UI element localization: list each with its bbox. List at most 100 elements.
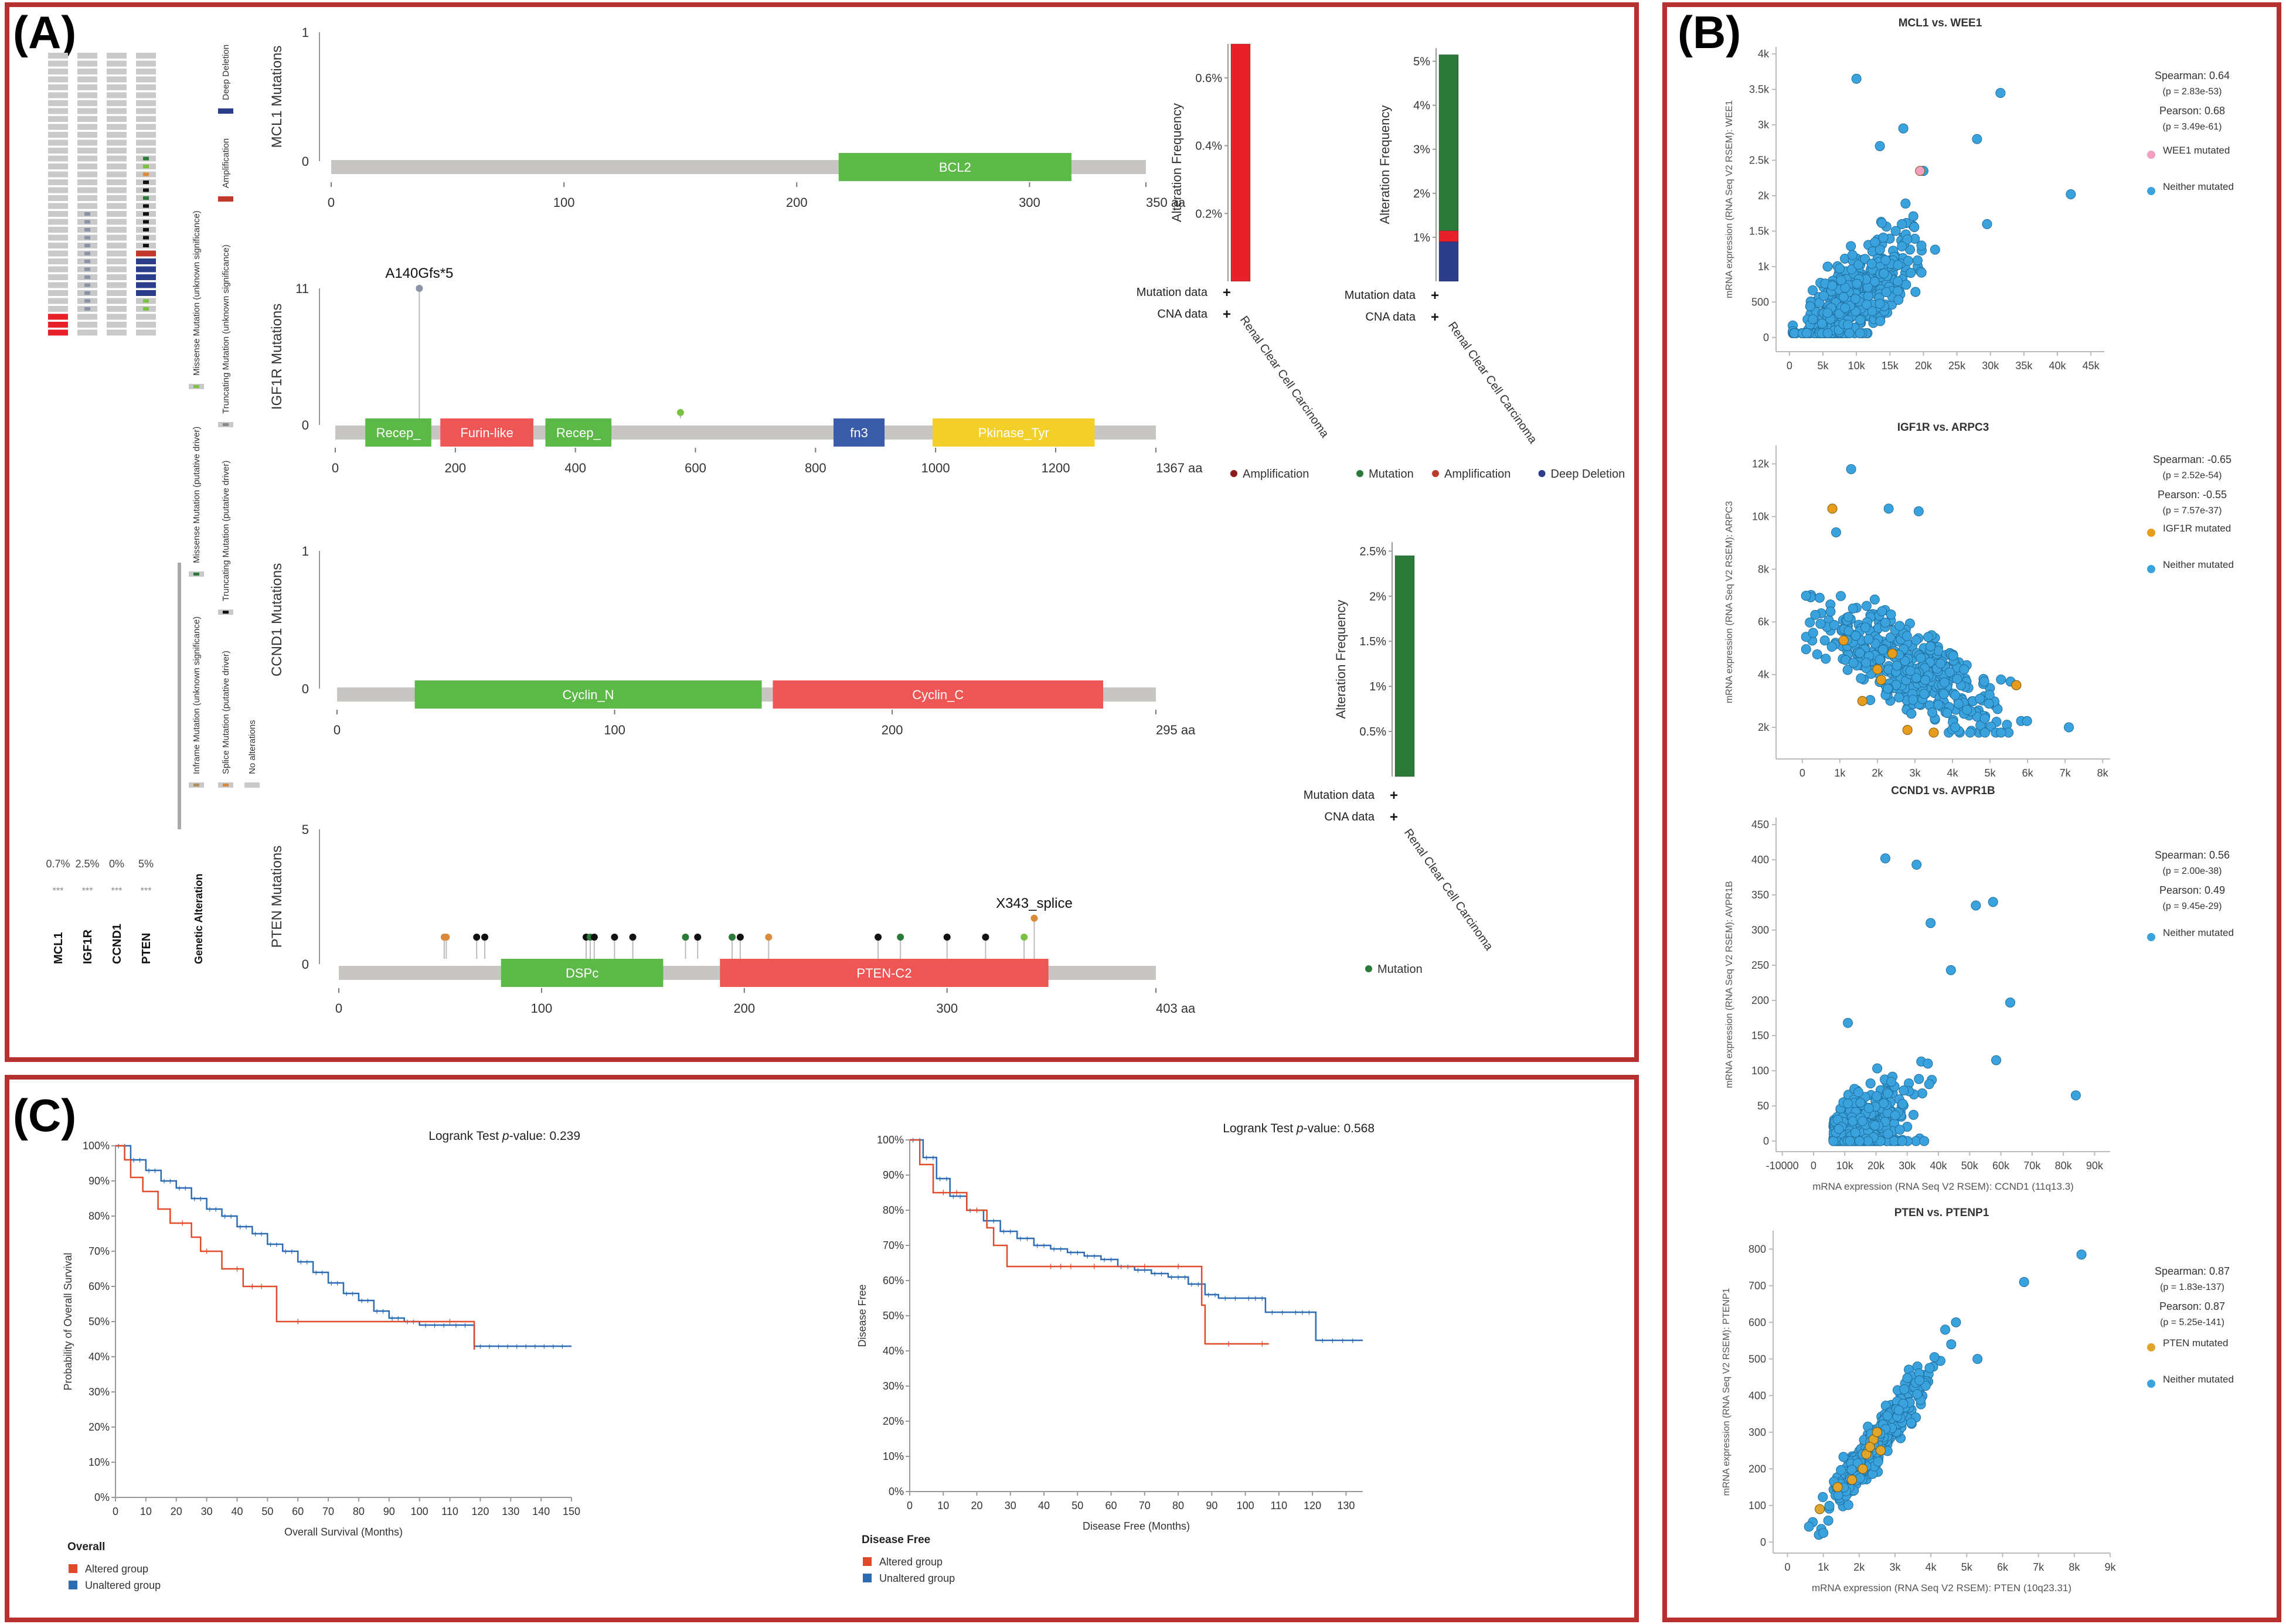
alteration-ytick-label: 0.6% [1195, 72, 1222, 85]
scatter-ytick-label: 1.5k [1749, 225, 1770, 237]
scatter-ytick-label: 8k [1758, 563, 1770, 575]
oncoprint-mutation-mark [143, 236, 149, 240]
km-censor-mark: + [274, 1240, 279, 1250]
scatter-xtick-label: 0 [1784, 1561, 1790, 1573]
oncoprint-cell [77, 108, 97, 114]
km-altered-curve [115, 1145, 475, 1350]
protein-domain-label: Furin-like [460, 425, 513, 440]
scatter-point [1824, 1500, 1835, 1511]
km-unaltered-curve [115, 1145, 572, 1347]
km-censor-mark: + [1182, 1273, 1188, 1283]
km-censor-mark: + [967, 1206, 972, 1216]
km-censor-mark: + [161, 1177, 166, 1187]
lollipop-plot: IGF1R Mutations 11 0 Recep_ Furin-like Recep_… [269, 265, 1203, 475]
km-altered-censor-mark: + [1091, 1261, 1098, 1272]
km-altered-censor-mark: + [234, 1263, 240, 1275]
km-xtick-label: 100 [411, 1506, 428, 1517]
scatter-point [1908, 211, 1918, 222]
oncoprint-legend-swatch-mark [193, 385, 199, 388]
scatter-point [1855, 1473, 1866, 1483]
oncoprint-cell [136, 132, 156, 138]
oncoprint-cell [107, 60, 127, 67]
lollipop-head [875, 934, 882, 941]
oncoprint-mutation-mark [84, 267, 90, 271]
oncoprint-cell [107, 243, 127, 248]
oncoprint-cell [48, 116, 68, 122]
km-censor-mark: + [1135, 1266, 1141, 1276]
oncoprint-cell [107, 219, 127, 225]
lollipop-head [416, 285, 423, 292]
km-censor-mark: + [1340, 1336, 1345, 1346]
lollipop-head [982, 934, 989, 941]
scatter-point [1919, 1136, 1930, 1146]
scatter-xtick-label: 0 [1811, 1160, 1816, 1172]
alteration-row-label: Mutation data [1137, 286, 1208, 299]
oncoprint-mutation-mark [84, 244, 90, 247]
scatter-point [1939, 677, 1950, 687]
km-altered-censor-mark: + [1259, 1338, 1266, 1350]
km-censor-mark: + [523, 1342, 529, 1352]
km-censor-mark: + [1206, 1291, 1211, 1300]
oncoprint-mutation-mark [84, 228, 90, 231]
scatter-point [1828, 1136, 1839, 1146]
oncoprint-cell [107, 84, 127, 90]
km-logrank-prefix: Logrank Test [1223, 1122, 1297, 1135]
scatter-xlabel: mRNA expression (RNA Seq V2 RSEM): PTEN … [1812, 1582, 2071, 1594]
scatter-point [1917, 1088, 1927, 1099]
scatter-xtick-label: 15k [1882, 360, 1899, 372]
oncoprint-cell [107, 148, 127, 154]
oncoprint-legend-label: Missense Mutation (putative driver) [192, 427, 202, 563]
scatter-ytick-label: 800 [1748, 1243, 1766, 1255]
lollipop-head [1030, 914, 1038, 922]
scatter-point [1818, 1528, 1829, 1538]
scatter-point [1920, 675, 1931, 685]
scatter-point [1982, 219, 1992, 229]
scatter-point [1893, 286, 1903, 297]
scatter-point [1848, 658, 1859, 668]
oncoprint-cell [48, 124, 68, 130]
alteration-row-label: Mutation data [1345, 289, 1416, 302]
scatter-point [1926, 918, 1936, 928]
scatter-xtick-label: 30k [1899, 1160, 1916, 1172]
scatter-ylabel: mRNA expression (RNA Seq V2 RSEM): AVPR1… [1724, 881, 1734, 1088]
km-censor-mark: + [957, 1192, 962, 1202]
km-censor-mark: + [991, 1217, 996, 1227]
scatter-legend-marker [2147, 151, 2155, 159]
oncoprint-cell [48, 164, 68, 169]
km-ytick-label: 10% [883, 1451, 904, 1462]
scatter-ylabel: mRNA expression (RNA Seq V2 RSEM): WEE1 [1724, 100, 1734, 298]
oncoprint-cell [48, 234, 68, 241]
scatter-point [1865, 1078, 1876, 1089]
scatter-xtick-label: 5k [1817, 360, 1829, 372]
oncoprint-legend-swatch [244, 782, 260, 788]
oncoprint-cell [48, 258, 68, 264]
scatter-point [1938, 689, 1949, 699]
km-censor-mark: + [1300, 1308, 1305, 1318]
scatter-spearman-p: (p = 2.83e-53) [2163, 87, 2222, 97]
oncoprint-gene-label: IGF1R [81, 930, 94, 964]
scatter-point [2076, 1250, 2087, 1260]
scatter-xtick-label: 5k [1985, 767, 1996, 779]
scatter-point [1833, 1123, 1844, 1134]
km-censor-mark: + [116, 1142, 121, 1152]
scatter-point [1916, 240, 1927, 251]
scatter-point [1829, 619, 1839, 630]
scatter-ytick-label: 300 [1748, 1426, 1766, 1438]
oncoprint-cell [48, 306, 68, 312]
scatter-point [1851, 73, 1862, 84]
scatter-point [1850, 1128, 1860, 1138]
scatter-spearman: Spearman: 0.64 [2155, 70, 2230, 81]
protein-domain [545, 418, 612, 447]
scatter-legend-label: IGF1R mutated [2163, 523, 2231, 534]
km-censor-mark: + [1293, 1308, 1298, 1318]
km-legend-swatch [69, 1564, 77, 1573]
scatter-point [1838, 1452, 1849, 1462]
oncoprint-cell [48, 266, 68, 273]
oncoprint-mutation-mark [84, 260, 90, 263]
scatter-ytick-label: 400 [1748, 1390, 1766, 1401]
protein-domain [440, 418, 533, 447]
km-ytick-label: 90% [883, 1169, 904, 1181]
scatter-point [1893, 1405, 1904, 1415]
alteration-ytick-label: 0.4% [1195, 140, 1222, 153]
